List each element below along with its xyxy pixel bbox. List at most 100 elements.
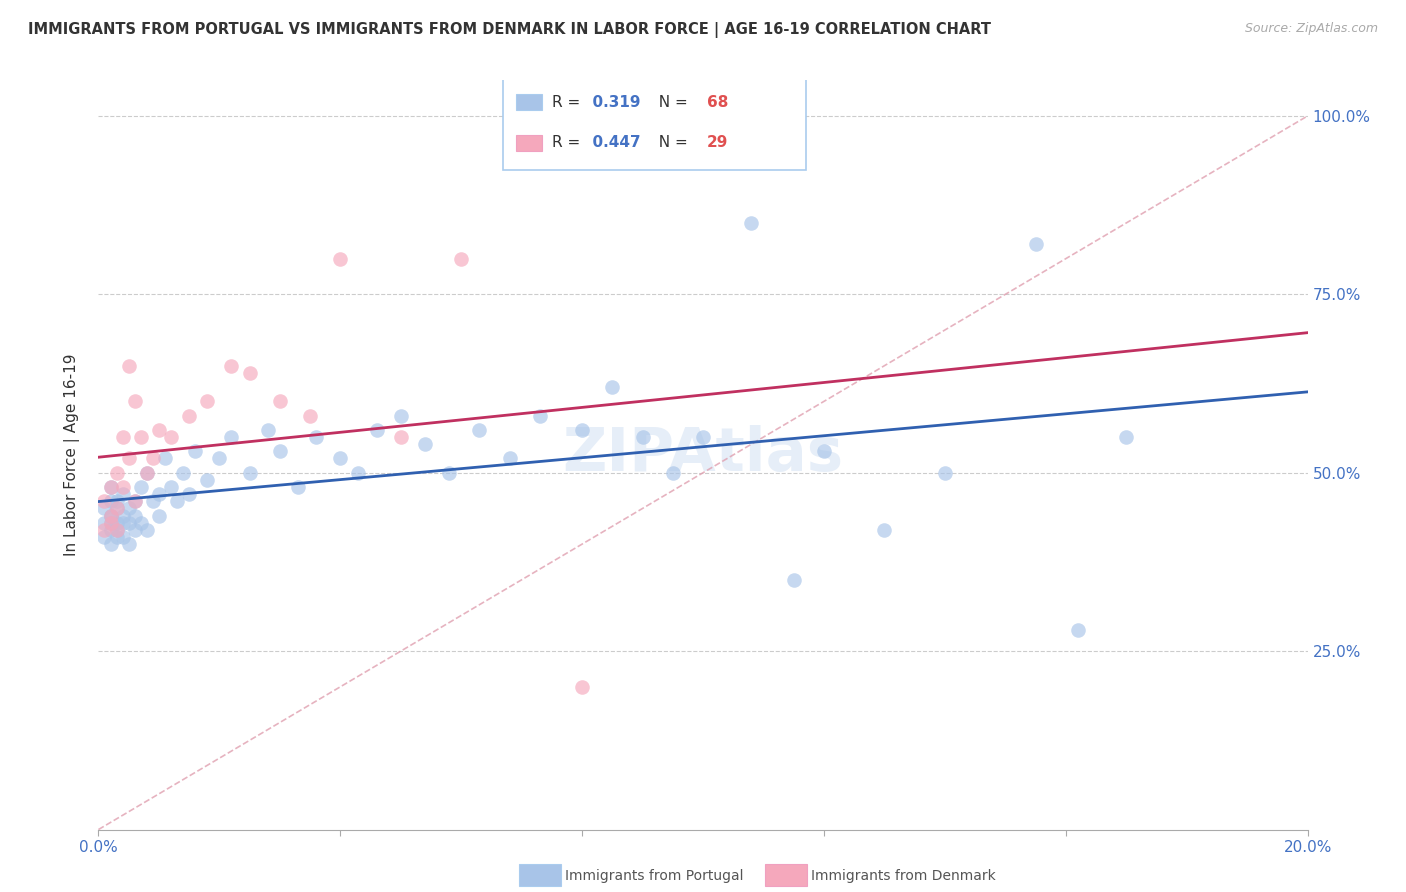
Point <box>873 523 896 537</box>
Point <box>239 466 262 480</box>
Point <box>135 466 157 480</box>
Point <box>105 501 128 516</box>
Point <box>105 516 128 530</box>
Point <box>100 508 122 523</box>
Point <box>413 437 436 451</box>
Point <box>129 516 152 530</box>
Point <box>571 423 593 437</box>
Point <box>93 494 115 508</box>
Point <box>329 451 352 466</box>
Point <box>299 409 322 423</box>
Point <box>100 480 122 494</box>
Point <box>160 480 183 494</box>
Point <box>100 523 122 537</box>
Text: Immigrants from Denmark: Immigrants from Denmark <box>811 869 995 883</box>
Point <box>118 501 141 516</box>
Text: Source: ZipAtlas.com: Source: ZipAtlas.com <box>1244 22 1378 36</box>
FancyBboxPatch shape <box>516 94 543 111</box>
Point <box>118 516 141 530</box>
Point <box>93 516 115 530</box>
Point <box>166 494 188 508</box>
Point <box>498 451 520 466</box>
Point <box>305 430 328 444</box>
Point <box>437 466 460 480</box>
Point <box>93 523 115 537</box>
Point <box>184 444 207 458</box>
Point <box>153 451 176 466</box>
Point <box>602 380 624 394</box>
Point <box>934 466 956 480</box>
Point <box>124 523 146 537</box>
Point <box>1024 237 1046 252</box>
Point <box>450 252 472 266</box>
Point <box>100 516 122 530</box>
FancyBboxPatch shape <box>516 135 543 151</box>
FancyBboxPatch shape <box>503 73 806 170</box>
Point <box>93 530 115 544</box>
Point <box>111 516 134 530</box>
Point <box>221 430 243 444</box>
Text: R =: R = <box>551 136 585 151</box>
Text: ZIPAtlas: ZIPAtlas <box>562 425 844 484</box>
Point <box>813 444 835 458</box>
Point <box>100 508 122 523</box>
Point <box>631 430 654 444</box>
Y-axis label: In Labor Force | Age 16-19: In Labor Force | Age 16-19 <box>63 353 80 557</box>
Point <box>179 409 201 423</box>
Text: 0.319: 0.319 <box>582 95 641 110</box>
Point <box>783 573 806 587</box>
Text: 0.447: 0.447 <box>582 136 641 151</box>
Point <box>142 451 165 466</box>
Point <box>111 430 134 444</box>
Point <box>124 494 146 508</box>
Point <box>389 430 412 444</box>
Point <box>135 523 157 537</box>
Text: IMMIGRANTS FROM PORTUGAL VS IMMIGRANTS FROM DENMARK IN LABOR FORCE | AGE 16-19 C: IMMIGRANTS FROM PORTUGAL VS IMMIGRANTS F… <box>28 22 991 38</box>
Point <box>111 508 134 523</box>
Point <box>129 480 152 494</box>
Point <box>148 487 170 501</box>
Point <box>160 430 183 444</box>
Point <box>100 480 122 494</box>
Point <box>1067 623 1090 637</box>
Point <box>105 466 128 480</box>
Text: 29: 29 <box>707 136 728 151</box>
Text: 68: 68 <box>707 95 728 110</box>
Point <box>124 494 146 508</box>
Point <box>105 523 128 537</box>
Point <box>93 501 115 516</box>
Point <box>239 366 262 380</box>
Point <box>389 409 412 423</box>
Point <box>468 423 491 437</box>
Point <box>179 487 201 501</box>
Point <box>111 487 134 501</box>
Point <box>105 494 128 508</box>
Point <box>740 216 762 230</box>
Point <box>529 409 551 423</box>
Text: R =: R = <box>551 95 585 110</box>
Point <box>366 423 388 437</box>
Point <box>347 466 370 480</box>
Point <box>135 466 157 480</box>
Point <box>269 444 291 458</box>
Point <box>111 480 134 494</box>
Text: N =: N = <box>648 95 692 110</box>
Point <box>124 508 146 523</box>
Point <box>661 466 683 480</box>
Point <box>148 508 170 523</box>
Point <box>692 430 714 444</box>
Point <box>100 516 122 530</box>
Point <box>118 451 141 466</box>
Point <box>129 430 152 444</box>
Point <box>100 508 122 523</box>
Point <box>100 494 122 508</box>
Point <box>269 394 291 409</box>
Point <box>111 530 134 544</box>
Point <box>195 394 218 409</box>
Point <box>100 537 122 551</box>
Point <box>118 537 141 551</box>
Text: Immigrants from Portugal: Immigrants from Portugal <box>565 869 744 883</box>
Point <box>256 423 278 437</box>
Point <box>287 480 309 494</box>
Point <box>105 523 128 537</box>
